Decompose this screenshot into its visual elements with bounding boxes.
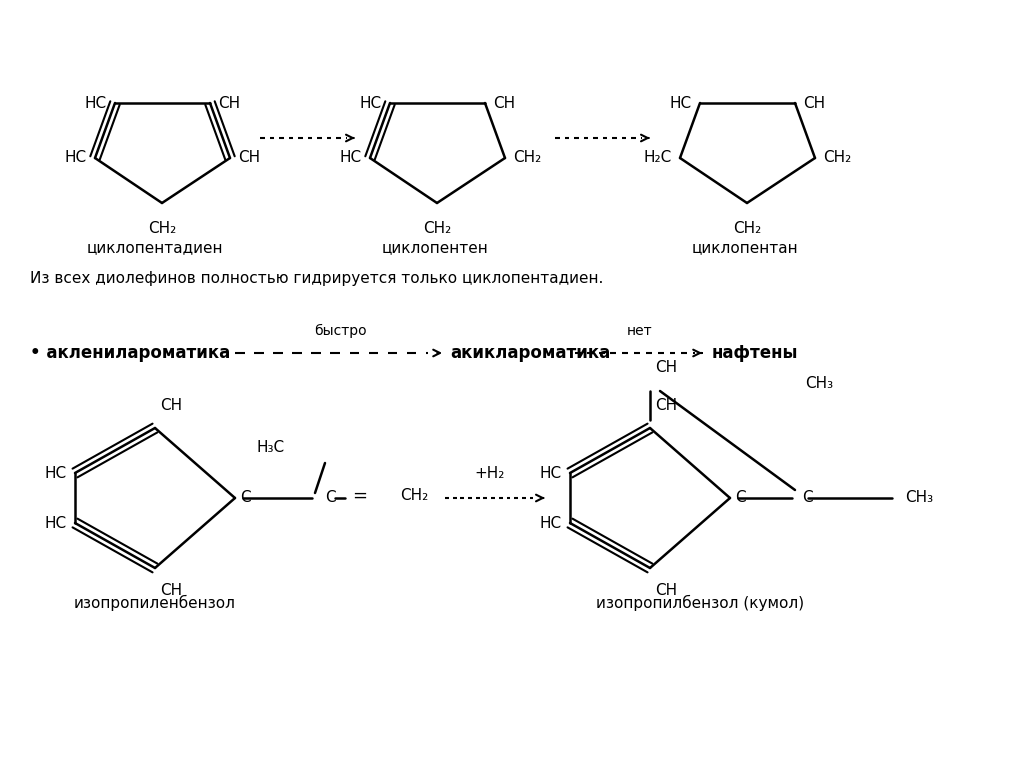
Text: HC: HC [65,151,87,165]
Text: HC: HC [45,515,67,531]
Text: быстро: быстро [313,324,367,338]
Text: CH₃: CH₃ [805,376,834,390]
Text: HC: HC [670,95,692,111]
Text: изопропилбензол (кумол): изопропилбензол (кумол) [596,595,804,611]
Text: циклопентен: циклопентен [382,240,488,256]
Text: изопропиленбензол: изопропиленбензол [74,595,236,611]
Text: H₂C: H₂C [644,151,672,165]
Text: нет: нет [627,324,653,338]
Text: C: C [802,491,813,505]
Text: HC: HC [340,151,362,165]
Text: HC: HC [85,95,106,111]
Text: HC: HC [540,465,562,481]
Text: нафтены: нафтены [712,344,799,362]
Text: CH: CH [160,398,182,413]
Text: HC: HC [359,95,382,111]
Text: CH: CH [803,95,825,111]
Text: CH: CH [493,95,515,111]
Text: CH₂: CH₂ [423,221,452,236]
Text: CH₂: CH₂ [513,151,542,165]
Text: C: C [325,491,336,505]
Text: CH₃: CH₃ [905,491,933,505]
Text: CH: CH [655,583,677,598]
Text: Из всех диолефинов полностью гидрируется только циклопентадиен.: Из всех диолефинов полностью гидрируется… [30,270,603,286]
Text: циклопентан: циклопентан [691,240,799,256]
Text: CH: CH [238,151,260,165]
Text: C: C [240,491,251,505]
Text: циклопентадиен: циклопентадиен [87,240,223,256]
Text: =: = [352,487,368,505]
Text: CH: CH [655,398,677,413]
Text: C: C [735,491,745,505]
Text: CH₂: CH₂ [733,221,761,236]
Text: CH: CH [655,360,677,375]
Text: HC: HC [540,515,562,531]
Text: CH₂: CH₂ [400,488,428,504]
Text: CH: CH [218,95,240,111]
Text: +H₂: +H₂ [475,465,505,481]
Text: CH₂: CH₂ [823,151,851,165]
Text: CH: CH [160,583,182,598]
Text: • акленилароматика: • акленилароматика [30,344,230,362]
Text: HC: HC [45,465,67,481]
Text: акиклароматика: акиклароматика [450,344,610,362]
Text: CH₂: CH₂ [147,221,176,236]
Text: H₃C: H₃C [257,441,285,455]
